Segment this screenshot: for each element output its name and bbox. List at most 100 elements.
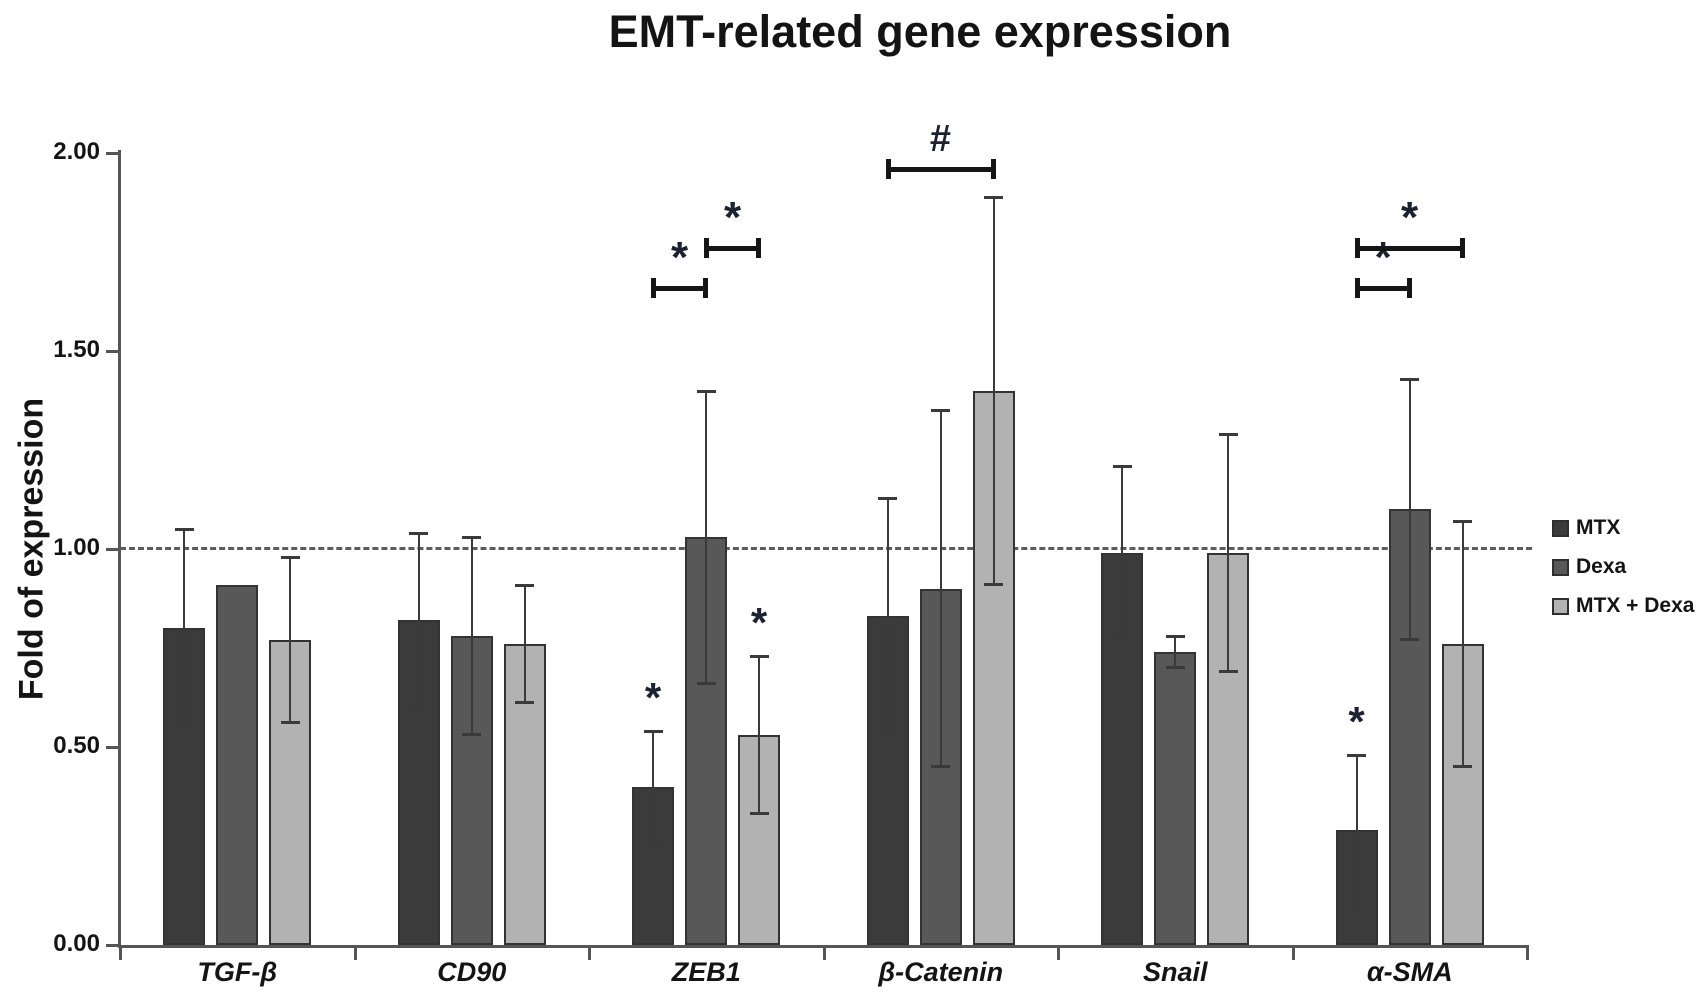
- x-tick-2: [588, 945, 591, 960]
- error-cap-top-zeb1-mtx: [643, 730, 663, 734]
- error-bar-zeb1-mtx-dexa: [758, 655, 760, 815]
- y-tick-1-50: [106, 350, 119, 353]
- bracket-zeb1-dexa-mtx-dexa-cap-right: [756, 238, 761, 259]
- legend-item-mtx-dexa: MTX + Dexa: [1552, 594, 1694, 618]
- bracket-zeb1-dexa-mtx-dexa-line: [706, 246, 759, 252]
- legend-swatch-mtx-dexa: [1552, 597, 1569, 615]
- category-label-alpha-sma: α-SMA: [1366, 957, 1453, 987]
- error-cap-top-beta-catenin-mtx: [878, 496, 897, 500]
- error-cap-top-beta-catenin-mtx-dexa: [984, 195, 1003, 199]
- legend: MTX Dexa MTX + Dexa: [1552, 516, 1694, 618]
- y-tick-0-00: [106, 944, 119, 947]
- legend-swatch-dexa: [1552, 558, 1569, 576]
- error-cap-bottom-snail-mtx: [1112, 638, 1132, 642]
- x-tick-4: [1057, 945, 1060, 960]
- bracket-beta-catenin-mtx-mtx-dexa-symbol: #: [929, 117, 952, 160]
- error-bar-cd90-dexa: [470, 537, 473, 736]
- error-cap-bottom-snail-mtx-dexa: [1218, 669, 1238, 673]
- y-tick-0-50: [106, 746, 119, 749]
- y-tick-label-0-50: 0.50: [53, 732, 100, 759]
- bracket-alpha-sma-mtx-dexa-cap-right: [1406, 277, 1412, 298]
- error-cap-bottom-snail-dexa: [1165, 665, 1185, 669]
- y-axis-line: [118, 150, 121, 948]
- bracket-zeb1-dexa-mtx-dexa-symbol: *: [723, 193, 742, 243]
- error-cap-top-beta-catenin-dexa: [931, 409, 950, 413]
- error-bar-snail-mtx: [1121, 465, 1123, 641]
- bar-tgf-beta-dexa: [216, 584, 258, 945]
- error-cap-top-alpha-sma-mtx: [1347, 753, 1366, 757]
- error-cap-top-alpha-sma-mtx-dexa: [1453, 520, 1472, 524]
- error-cap-top-cd90-mtx-dexa: [515, 583, 534, 587]
- reference-line: [120, 547, 1532, 550]
- error-cap-top-tgf-beta-mtx-dexa: [280, 555, 300, 559]
- category-label-cd90: CD90: [437, 957, 507, 987]
- error-bar-cd90-mtx-dexa: [523, 584, 526, 704]
- legend-item-dexa: Dexa: [1552, 555, 1694, 579]
- error-cap-bottom-beta-catenin-mtx: [878, 733, 897, 737]
- error-bar-beta-catenin-dexa: [939, 410, 942, 767]
- error-cap-bottom-cd90-dexa: [462, 733, 481, 737]
- chart-title: EMT-related gene expression: [608, 6, 1232, 57]
- y-tick-label-1-50: 1.50: [53, 336, 100, 363]
- error-bar-cd90-mtx: [417, 533, 420, 708]
- error-cap-top-tgf-beta-mtx: [174, 528, 194, 532]
- legend-item-mtx: MTX: [1552, 516, 1694, 540]
- bracket-alpha-sma-mtx-mtx-dexa-symbol: *: [1400, 193, 1419, 243]
- star-zeb1-mtx: *: [644, 674, 662, 722]
- y-tick-label-2-00: 2.00: [53, 138, 100, 165]
- x-tick-1: [353, 945, 357, 960]
- error-cap-top-snail-dexa: [1165, 635, 1185, 639]
- error-cap-bottom-beta-catenin-mtx-dexa: [984, 582, 1003, 586]
- x-tick-3: [822, 945, 826, 960]
- error-cap-top-snail-mtx: [1112, 464, 1132, 468]
- bracket-beta-catenin-mtx-mtx-dexa-cap-right: [990, 158, 996, 179]
- legend-label-mtx-dexa: MTX + Dexa: [1576, 594, 1695, 617]
- error-bar-alpha-sma-dexa: [1408, 378, 1411, 641]
- x-tick-6: [1526, 945, 1529, 960]
- error-bar-beta-catenin-mtx-dexa: [992, 196, 995, 585]
- y-tick-label-0-00: 0.00: [53, 930, 100, 957]
- x-tick-5: [1291, 945, 1295, 960]
- error-cap-bottom-tgf-beta-mtx-dexa: [280, 721, 300, 725]
- error-bar-tgf-beta-mtx: [183, 529, 185, 728]
- error-cap-bottom-alpha-sma-mtx-dexa: [1453, 764, 1472, 768]
- error-cap-bottom-beta-catenin-dexa: [931, 764, 950, 768]
- bracket-zeb1-mtx-dexa-cap-right: [703, 277, 708, 298]
- legend-swatch-mtx: [1552, 519, 1569, 537]
- error-cap-bottom-alpha-sma-mtx: [1347, 903, 1366, 907]
- star-alpha-sma-mtx: *: [1348, 697, 1365, 745]
- error-bar-alpha-sma-mtx: [1355, 754, 1358, 906]
- error-cap-bottom-cd90-mtx: [409, 705, 428, 709]
- error-cap-bottom-zeb1-mtx-dexa: [749, 812, 769, 816]
- category-label-zeb1: ZEB1: [671, 957, 741, 987]
- error-cap-bottom-alpha-sma-dexa: [1400, 638, 1419, 642]
- error-bar-tgf-beta-mtx-dexa: [289, 556, 291, 724]
- legend-label-dexa: Dexa: [1576, 555, 1627, 578]
- bracket-beta-catenin-mtx-mtx-dexa-line: [887, 166, 994, 172]
- error-cap-bottom-tgf-beta-mtx: [174, 725, 194, 729]
- bar-snail-dexa: [1154, 651, 1196, 945]
- star-zeb1-mtx-dexa: *: [750, 598, 768, 646]
- bracket-zeb1-mtx-dexa-line: [653, 285, 706, 291]
- error-bar-snail-mtx-dexa: [1227, 434, 1229, 672]
- error-cap-top-snail-mtx-dexa: [1218, 433, 1238, 437]
- error-cap-top-cd90-dexa: [462, 536, 481, 540]
- error-cap-bottom-zeb1-mtx: [643, 840, 663, 844]
- bracket-zeb1-mtx-dexa-cap-left: [651, 277, 656, 298]
- error-bar-alpha-sma-mtx-dexa: [1461, 521, 1464, 767]
- error-cap-top-zeb1-mtx-dexa: [749, 654, 769, 658]
- y-tick-label-1-00: 1.00: [53, 534, 100, 561]
- bracket-alpha-sma-mtx-mtx-dexa-line: [1356, 246, 1463, 252]
- error-cap-top-cd90-mtx: [409, 532, 428, 536]
- category-label-tgf-beta: TGF-β: [197, 957, 278, 987]
- y-tick-2-00: [106, 152, 119, 155]
- bracket-alpha-sma-mtx-mtx-dexa-cap-left: [1354, 238, 1360, 259]
- category-label-beta-catenin: β-Catenin: [878, 957, 1004, 987]
- error-cap-top-alpha-sma-dexa: [1400, 377, 1419, 381]
- error-cap-top-zeb1-dexa: [696, 389, 716, 393]
- error-cap-bottom-cd90-mtx-dexa: [515, 701, 534, 705]
- bracket-zeb1-mtx-dexa-symbol: *: [670, 232, 689, 282]
- error-bar-zeb1-dexa: [705, 390, 707, 684]
